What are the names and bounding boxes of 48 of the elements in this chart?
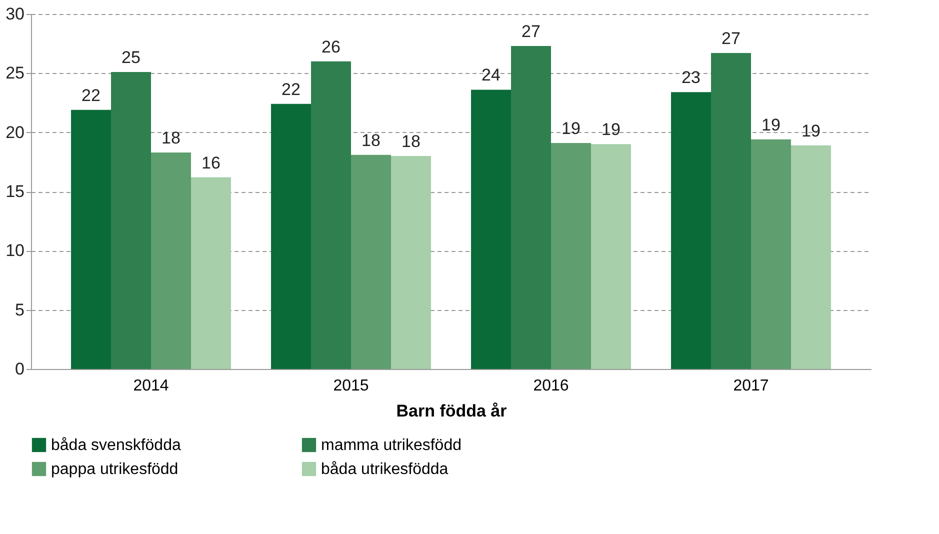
bar — [271, 104, 311, 369]
bar — [191, 177, 231, 369]
data-label: 19 — [762, 115, 780, 134]
data-label: 27 — [722, 29, 740, 48]
bar — [551, 142, 591, 369]
bar — [671, 92, 711, 369]
bar — [751, 139, 791, 369]
legend-label: båda utrikesfödda — [321, 461, 448, 478]
data-label: 22 — [282, 80, 300, 99]
bar — [311, 61, 351, 369]
y-tick-label: 30 — [6, 4, 24, 24]
data-label: 27 — [522, 22, 540, 41]
x-tick-label: 2014 — [133, 378, 169, 394]
data-label: 24 — [482, 66, 500, 85]
y-tick-label: 20 — [6, 122, 24, 142]
bar — [151, 152, 191, 369]
data-label: 18 — [362, 130, 380, 150]
data-label: 19 — [562, 118, 580, 138]
data-label: 23 — [682, 68, 700, 88]
bar — [711, 53, 751, 369]
data-label: 18 — [402, 132, 420, 151]
y-tick-label: 10 — [6, 241, 24, 260]
y-tick-label: 15 — [6, 182, 24, 201]
data-label: 22 — [82, 86, 100, 105]
data-label: 19 — [602, 120, 620, 140]
data-label: 19 — [802, 121, 820, 140]
y-tick-label: 25 — [6, 64, 24, 83]
bar — [71, 110, 111, 369]
data-label: 25 — [122, 48, 140, 67]
bar — [791, 145, 831, 369]
bar — [111, 72, 151, 369]
y-tick-label: 5 — [15, 300, 24, 320]
bar — [351, 154, 391, 369]
legend-label: mamma utrikesfödd — [321, 437, 462, 454]
x-tick-label: 2015 — [333, 378, 369, 394]
bar — [391, 156, 431, 369]
data-label: 18 — [162, 128, 180, 148]
data-label: 26 — [322, 37, 340, 56]
x-axis-title: Barn födda år — [396, 402, 508, 420]
data-label: 16 — [202, 153, 220, 172]
x-tick-label: 2016 — [533, 378, 569, 394]
bar — [511, 46, 551, 369]
y-tick-label: 0 — [15, 360, 24, 378]
legend-label: båda svenskfödda — [51, 437, 181, 454]
bar — [471, 90, 511, 369]
bar — [591, 144, 631, 369]
legend-label: pappa utrikesfödd — [51, 461, 178, 478]
x-tick-label: 2017 — [733, 378, 769, 394]
